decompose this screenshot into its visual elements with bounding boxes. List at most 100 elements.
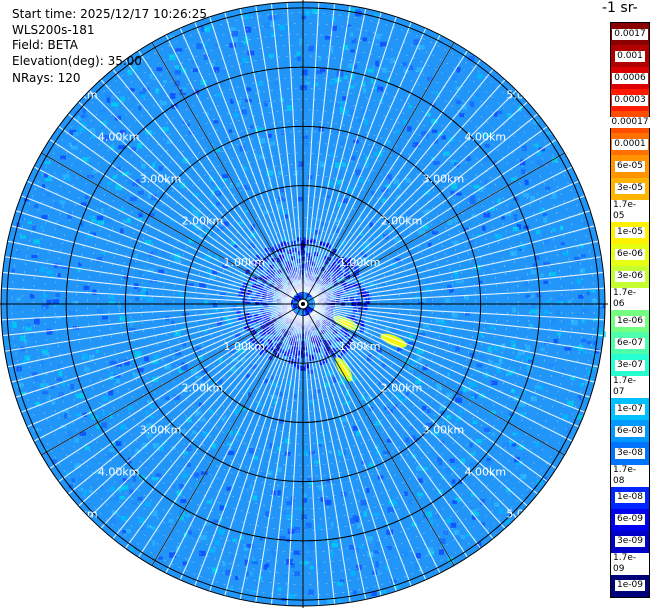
speckle-cell: [339, 101, 345, 105]
speckle-cell: [58, 200, 66, 205]
speckle-cell: [146, 432, 153, 438]
speckle-cell: [228, 129, 233, 133]
speckle-cell: [96, 308, 104, 315]
speckle-cell: [387, 140, 391, 146]
speckle-cell: [221, 178, 227, 182]
speckle-cell: [144, 291, 149, 296]
speckle-cell: [160, 101, 168, 106]
speckle-cell: [113, 374, 121, 379]
speckle-cell: [217, 321, 222, 327]
speckle-cell: [335, 162, 341, 168]
speckle-cell: [334, 247, 339, 251]
speckle-cell: [470, 395, 475, 401]
speckle-cell: [535, 441, 540, 447]
speckle-cell: [464, 295, 469, 300]
ray-separator: [165, 34, 299, 294]
speckle-cell: [22, 360, 27, 366]
speckle-cell: [415, 380, 421, 385]
colorbar-segment: 3e-09: [611, 530, 649, 553]
speckle-cell: [189, 516, 196, 521]
speckle-cell: [396, 194, 401, 199]
speckle-cell: [99, 108, 106, 112]
speckle-cell: [416, 465, 423, 471]
range-ring-label: 2.00km: [182, 214, 224, 227]
colorbar-segment: 6e-07: [611, 332, 649, 355]
speckle-cell: [330, 47, 334, 54]
speckle-cell: [212, 519, 219, 524]
speckle-cell: [342, 450, 346, 456]
speckle-cell: [33, 239, 41, 244]
ray-separator: [309, 59, 481, 295]
speckle-cell: [246, 543, 254, 548]
speckle-cell: [16, 382, 23, 388]
speckle-cell: [352, 425, 359, 431]
range-ring-label: 4.00km: [98, 131, 140, 144]
speckle-cell: [205, 313, 212, 317]
colorbar-segment: 0.00017: [609, 111, 650, 134]
speckle-cell: [152, 443, 160, 449]
speckle-cell: [209, 176, 214, 182]
speckle-cell: [169, 218, 174, 222]
speckle-cell: [469, 462, 475, 467]
speckle-cell: [440, 409, 445, 415]
speckle-cell: [111, 102, 116, 107]
near-range-cell: [296, 237, 301, 242]
azimuth-grid-line: [41, 303, 304, 456]
speckle-cell: [199, 384, 206, 390]
speckle-cell: [215, 190, 222, 197]
speckle-cell: [192, 68, 199, 73]
speckle-cell: [350, 73, 355, 80]
speckle-cell: [244, 559, 249, 566]
speckle-cell: [395, 394, 402, 398]
speckle-cell: [186, 462, 191, 468]
speckle-cell: [483, 427, 491, 432]
speckle-cell: [519, 444, 525, 450]
speckle-cell: [31, 372, 38, 377]
speckle-cell: [303, 526, 309, 532]
ray-separator: [58, 310, 294, 482]
near-range-cell: [338, 258, 343, 263]
speckle-cell: [118, 208, 125, 212]
speckle-cell: [211, 443, 217, 449]
speckle-cell: [336, 70, 344, 77]
near-range-cell: [277, 284, 282, 289]
speckle-cell: [290, 304, 295, 310]
speckle-cell: [402, 62, 407, 66]
speckle-cell: [284, 438, 291, 444]
speckle-cell: [435, 383, 442, 389]
speckle-cell: [127, 69, 133, 76]
speckle-cell: [458, 409, 463, 413]
speckle-cell: [119, 130, 126, 134]
speckle-cell: [200, 471, 208, 475]
colorbar-tick-label: 1.7e-09: [611, 552, 649, 575]
speckle-cell: [534, 255, 540, 260]
speckle-cell: [40, 266, 45, 273]
speckle-cell: [257, 402, 262, 408]
near-range-cell: [244, 326, 249, 331]
speckle-cell: [231, 30, 238, 37]
near-range-cell: [302, 263, 307, 268]
speckle-cell: [431, 156, 435, 160]
speckle-cell: [510, 388, 516, 394]
speckle-cell: [279, 407, 286, 412]
speckle-cell: [415, 563, 420, 570]
near-range-cell: [297, 259, 302, 264]
speckle-cell: [478, 186, 484, 193]
speckle-cell: [364, 241, 371, 247]
speckle-cell: [416, 67, 424, 73]
speckle-cell: [352, 547, 360, 553]
speckle-cell: [132, 372, 140, 378]
speckle-cell: [426, 409, 431, 414]
ray-separator: [224, 12, 301, 293]
speckle-cell: [353, 64, 358, 69]
colorbar-tick-label: 1e-05: [615, 227, 645, 239]
near-range-cell: [240, 315, 245, 320]
speckle-cell: [281, 130, 286, 136]
speckle-cell: [129, 196, 137, 202]
speckle-cell: [156, 67, 163, 72]
speckle-cell: [148, 415, 155, 419]
near-range-cell: [267, 319, 272, 324]
near-range-cell: [298, 295, 303, 300]
radar-center-dot: [301, 302, 305, 306]
speckle-cell: [178, 290, 182, 295]
